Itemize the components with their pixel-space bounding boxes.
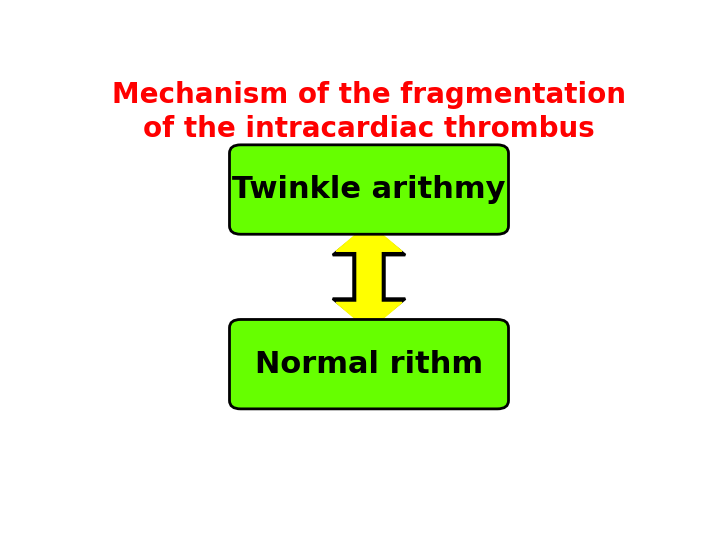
FancyBboxPatch shape bbox=[230, 145, 508, 234]
Text: Mechanism of the fragmentation
of the intracardiac thrombus: Mechanism of the fragmentation of the in… bbox=[112, 82, 626, 143]
Polygon shape bbox=[336, 224, 402, 330]
Text: Twinkle arithmy: Twinkle arithmy bbox=[233, 175, 505, 204]
Text: Normal rithm: Normal rithm bbox=[255, 350, 483, 379]
FancyBboxPatch shape bbox=[230, 320, 508, 409]
Polygon shape bbox=[333, 226, 405, 328]
